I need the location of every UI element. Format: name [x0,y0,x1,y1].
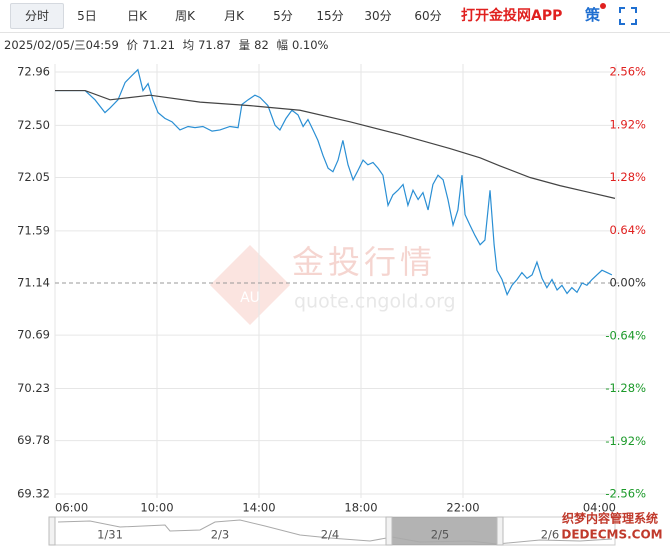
tab-bar: 分时 5日 日K 周K 月K 5分 15分 30分 60分 打开金投网APP 策 [0,0,670,33]
y-tick-label: 71.59 [17,223,50,237]
corner-watermark-text: DEDECMS.COM [561,528,662,542]
tab[interactable]: 分时 [10,3,64,29]
navigator-frame [54,516,616,546]
notification-dot [600,3,606,9]
tab[interactable]: 5分 [273,9,293,23]
x-tick-label: 22:00 [446,501,479,515]
info-label: 均 [182,38,195,52]
y-tick-label: 72.05 [17,170,50,184]
navigator-date: 2/3 [211,528,230,542]
y-tick-label: 72.50 [17,118,50,132]
strategy-button[interactable]: 策 [585,6,601,24]
watermark-logo [210,245,290,325]
tab[interactable]: 15分 [316,9,344,23]
info-time: 2025/02/05/三04:59 [4,38,119,52]
x-tick-label: 10:00 [140,501,173,515]
info-value: 71.87 [198,38,231,52]
fullscreen-icon[interactable] [618,6,638,26]
navigator: 1/31 2/3 2/4 2/5 2/6 [48,516,616,546]
watermark: AU 金投行情 quote.cngold.org [210,243,456,325]
info-value: 71.21 [141,38,175,52]
y-tick-label: 72.96 [17,65,50,79]
y2-tick-label: -1.28% [605,381,646,395]
info-value: 0.10% [291,38,329,52]
y2-tick-label: 2.56% [609,65,646,79]
navigator-date: 2/6 [541,528,560,542]
y2-tick-label: -0.64% [605,328,646,342]
app-link[interactable]: 打开金投网APP [461,8,563,24]
y2-tick-label: 0.00% [609,276,646,290]
y-tick-label: 69.32 [17,487,50,501]
x-tick-label: 14:00 [242,501,275,515]
average-line [55,89,616,199]
watermark-url: quote.cngold.org [294,291,456,313]
y2-tick-label: -1.92% [605,434,646,448]
info-label: 幅 [276,38,288,52]
x-tick-label: 06:00 [55,501,88,515]
x-tick-label: 04:00 [583,501,616,515]
watermark-title: 金投行情 [292,243,436,281]
tab[interactable]: 60分 [414,9,442,23]
navigator-date: 1/31 [97,528,123,542]
navigator-handle[interactable] [385,516,393,546]
x-tick-label: 18:00 [344,501,377,515]
y2-tick-label: 1.92% [609,117,646,131]
y-tick-label: 70.69 [17,328,50,342]
y2-tick-label: -2.56% [605,487,646,501]
tab[interactable]: 月K [224,9,244,23]
info-line: 2025/02/05/三04:59 价 71.21 均 71.87 量 82 幅 0.1… [4,37,333,53]
tab[interactable]: 5日 [77,9,97,23]
tab[interactable]: 周K [175,9,195,23]
y2-tick-label: 0.64% [609,223,646,237]
info-label: 价 [126,38,138,52]
info-label: 量 [238,38,251,52]
tab[interactable]: 日K [127,9,147,23]
corner-watermark: 织梦内容管理系统 DEDECMS.COM [561,511,662,542]
y-tick-label: 69.78 [17,433,50,447]
corner-watermark-text: 织梦内容管理系统 [562,511,658,526]
y-tick-label: 71.14 [17,276,50,290]
navigator-handle[interactable] [48,516,56,546]
watermark-logo-text: AU [240,290,260,306]
y-tick-label: 70.23 [17,381,50,395]
navigator-date: 2/5 [431,528,450,542]
navigator-handle[interactable] [496,516,504,546]
info-value: 82 [254,38,269,52]
price-line [55,68,613,297]
tab[interactable]: 30分 [364,9,392,23]
navigator-date: 2/4 [321,528,340,542]
y2-tick-label: 1.28% [609,170,646,184]
